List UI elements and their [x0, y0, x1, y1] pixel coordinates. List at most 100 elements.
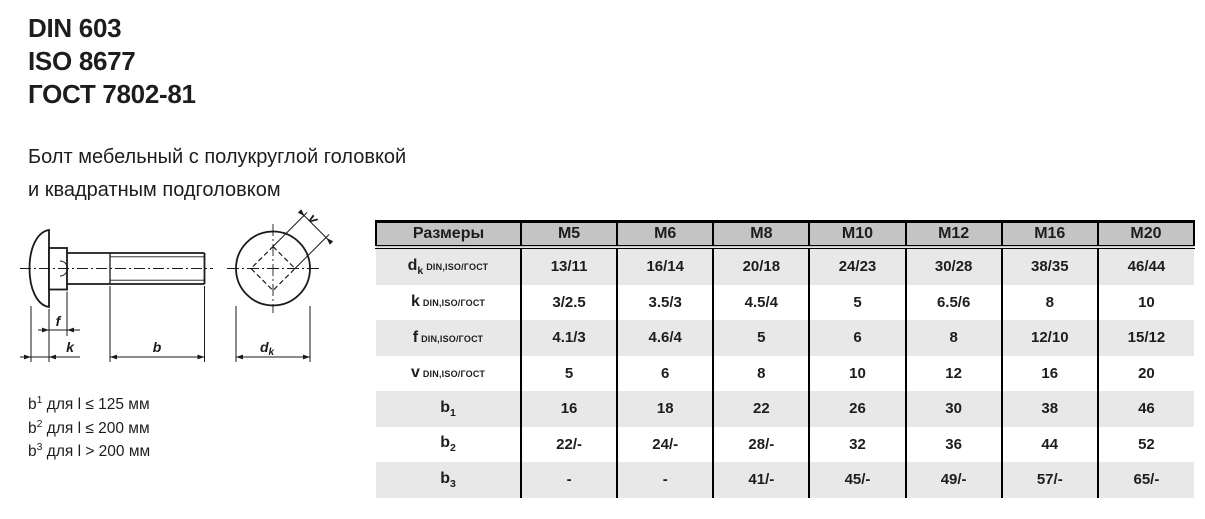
value-cell: 4.6/4 [616, 320, 715, 356]
value-cell: 38 [1000, 391, 1099, 427]
value-cell: 24/23 [808, 247, 907, 285]
value-cell: 6 [616, 355, 715, 391]
table-row-b1: b1 16 18 22 26 30 38 46 [376, 391, 1194, 427]
value-cell: 52 [1096, 426, 1194, 462]
value-cell: 6 [808, 320, 907, 356]
row-label: b2 [376, 426, 522, 462]
dim-label-b: b [153, 339, 162, 355]
value-cell: 5 [712, 320, 811, 356]
bolt-shank [67, 252, 206, 285]
value-cell: 44 [1000, 426, 1099, 462]
value-cell: 10 [1096, 284, 1194, 320]
value-cell: 49/- [904, 462, 1003, 498]
table-header-row: Размеры M5 M6 M8 M10 M12 M16 M20 [375, 220, 1196, 249]
value-cell: 32 [808, 426, 907, 462]
value-cell: 16/14 [616, 247, 715, 285]
footnote: b1 для l ≤ 125 мм [28, 394, 150, 414]
value-cell: 65/- [1096, 462, 1194, 498]
table-row-f: f DIN,ISO/ГОСТ 4.1/3 4.6/4 5 6 8 12/10 15/12 [376, 320, 1194, 356]
standard-gost: ГОСТ 7802-81 [28, 79, 196, 109]
row-label-symbol: v [410, 364, 420, 382]
col-header-M10: M10 [808, 220, 907, 249]
dim-label-f: f [56, 313, 62, 329]
front-view-centerlines [227, 224, 319, 313]
square-neck-hidden-outline [250, 245, 296, 292]
row-label-subscript: 1 [449, 406, 456, 419]
row-label-standards-suffix: DIN,ISO/ГОСТ [421, 333, 484, 344]
value-cell: 15/12 [1096, 320, 1194, 356]
table-row-dk: dk DIN,ISO/ГОСТ 13/11 16/14 20/18 24/23 30/28 3… [376, 247, 1194, 285]
col-header-M6: M6 [616, 220, 715, 249]
footnote: b3 для l > 200 мм [28, 441, 151, 461]
row-label: f DIN,ISO/ГОСТ [376, 320, 522, 356]
value-cell: 41/- [712, 462, 811, 498]
table-row-b2: b2 22/- 24/- 28/- 32 36 44 52 [376, 426, 1194, 462]
col-header-M16: M16 [1000, 220, 1099, 249]
value-cell: 10 [808, 355, 907, 391]
value-cell: 24/- [616, 426, 715, 462]
row-label-symbol: k [410, 293, 420, 311]
value-cell: 18 [616, 391, 715, 427]
row-label-symbol: b [440, 398, 450, 416]
row-label-symbol: d [407, 256, 418, 274]
value-cell: - [519, 462, 619, 498]
col-header-M20: M20 [1096, 220, 1196, 249]
value-cell: 3.5/3 [616, 284, 715, 320]
value-cell: 6.5/6 [904, 284, 1003, 320]
dim-label-k: k [66, 339, 75, 355]
bolt-front-view [227, 209, 334, 362]
footnotes-block: b1 для l ≤ 125 мм b2 для l ≤ 200 мм b3 для… [28, 391, 150, 462]
row-label: b3 [376, 462, 522, 498]
row-label-standards-suffix: DIN,ISO/ГОСТ [422, 298, 486, 309]
value-cell: 12/10 [1000, 320, 1099, 356]
col-header-M12: M12 [904, 220, 1003, 249]
standard-iso: ISO 8677 [28, 46, 136, 76]
dimensions-table: Размеры M5 M6 M8 M10 M12 M16 M20 dk DIN,ISO/ГОСТ… [375, 220, 1196, 498]
row-label-standards-suffix: DIN,ISO/ГОСТ [422, 369, 486, 380]
row-label-symbol: b [440, 434, 450, 452]
row-label-subscript: 2 [449, 442, 456, 455]
value-cell: 20/18 [712, 247, 811, 285]
value-cell: 46 [1096, 391, 1194, 427]
row-label: k DIN,ISO/ГОСТ [376, 284, 522, 320]
value-cell: 28/- [712, 426, 811, 462]
row-label-subscript: k [417, 264, 424, 277]
value-cell: 36 [904, 426, 1003, 462]
value-cell: 12 [904, 355, 1003, 391]
standards-block: DIN 603 ISO 8677 ГОСТ 7802-81 [28, 12, 196, 111]
value-cell: 38/35 [1000, 247, 1099, 285]
value-cell: 8 [1000, 284, 1099, 320]
table-row-v: v DIN,ISO/ГОСТ 5 6 8 10 12 16 20 [376, 355, 1194, 391]
value-cell: 8 [712, 355, 811, 391]
table-body: dk DIN,ISO/ГОСТ 13/11 16/14 20/18 24/23 30/28 3… [376, 247, 1194, 498]
title-line-1: Болт мебельный с полукруглой головкой [28, 146, 407, 168]
dim-label-dk: dk [260, 339, 275, 358]
value-cell: 20 [1096, 355, 1194, 391]
value-cell: 5 [519, 355, 619, 391]
table-row-k: k DIN,ISO/ГОСТ 3/2.5 3.5/3 4.5/4 5 6.5/6 8 10 [376, 284, 1194, 320]
bolt-side-view [20, 228, 213, 309]
value-cell: 26 [808, 391, 907, 427]
footnote: b2 для l ≤ 200 мм [28, 417, 150, 437]
value-cell: 13/11 [519, 247, 619, 285]
page-title: Болт мебельный с полукруглой головкой и … [28, 141, 406, 207]
value-cell: 8 [904, 320, 1003, 356]
row-label: b1 [376, 391, 522, 427]
row-label-symbol: b [440, 469, 450, 487]
side-view-dimensions [20, 286, 205, 362]
title-line-2: и квадратным подголовком [28, 179, 281, 201]
row-label-standards-suffix: DIN,ISO/ГОСТ [426, 261, 489, 272]
thread-minor-lines [110, 256, 205, 281]
col-header-M5: M5 [519, 220, 619, 249]
value-cell: 57/- [1000, 462, 1099, 498]
value-cell: 46/44 [1096, 247, 1194, 285]
value-cell: 30 [904, 391, 1003, 427]
value-cell: 16 [519, 391, 619, 427]
col-header-M8: M8 [712, 220, 811, 249]
value-cell: 5 [808, 284, 907, 320]
row-label: dk DIN,ISO/ГОСТ [376, 247, 522, 285]
value-cell: 4.5/4 [712, 284, 811, 320]
value-cell: 4.1/3 [519, 320, 619, 356]
value-cell: 30/28 [904, 247, 1003, 285]
